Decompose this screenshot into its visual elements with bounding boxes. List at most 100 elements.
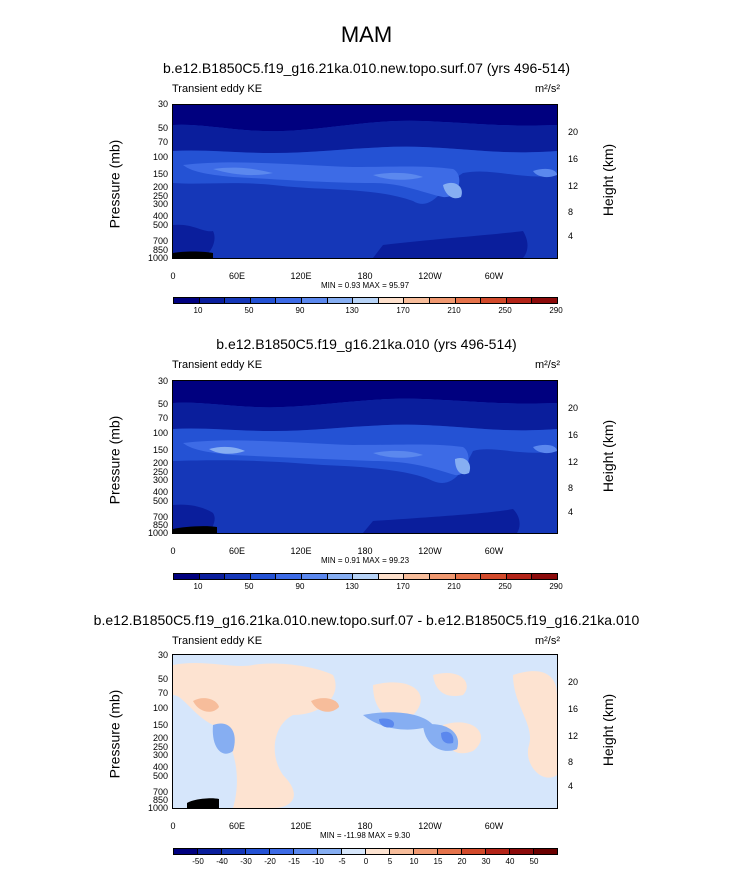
panel-2-field-label: Transient eddy KE [172,359,263,371]
colorbar-swatch [438,849,462,854]
p3-ytick-30: 30 [157,650,168,660]
panel-1-core-4 [443,182,462,199]
colorbar-swatch [404,298,430,303]
panel-1-y2-axis-title: Height (km) [600,143,617,217]
p3-ytick-250: 250 [152,742,168,752]
panel-3-colorbar [173,848,558,855]
panel-3-plot [172,654,558,809]
colorbar-swatch [174,574,200,579]
p2-htick-8: 8 [568,483,574,493]
colorbar-swatch [414,849,438,854]
panel-1-contour [173,105,557,258]
p2-cb-290: 290 [549,582,563,591]
colorbar-swatch [250,298,277,303]
p3-cb-0: 0 [363,857,369,866]
p3-cb-m20: -20 [264,857,276,866]
p2-cb-130: 130 [345,582,359,591]
colorbar-swatch [510,849,534,854]
colorbar-swatch [222,849,246,854]
panel-1-low-right [373,231,528,258]
colorbar-swatch [199,574,226,579]
panel-1-colorbar [173,297,558,304]
p1-ytick-250: 250 [152,191,168,201]
p3-htick-12: 12 [568,731,579,741]
p3-cb-30: 30 [481,857,491,866]
panel-1-y-axis-title: Pressure (mb) [106,139,123,229]
p2-ytick-500: 500 [152,496,168,506]
p1-xtick-120w: 120W [418,271,442,281]
p3-ytick-850: 850 [152,795,168,805]
colorbar-swatch [301,298,328,303]
p2-ytick-30: 30 [157,376,168,386]
colorbar-swatch [250,574,277,579]
panel-1-core-5 [533,168,557,178]
p3-cb-15: 15 [433,857,443,866]
p1-ytick-150: 150 [152,169,168,179]
colorbar-swatch [353,574,379,579]
panel-3-pos-7 [433,673,467,697]
p1-ytick-300: 300 [152,199,168,209]
panel-3-neg-5 [441,731,454,744]
p2-cb-250: 250 [498,582,512,591]
p2-ytick-400: 400 [152,487,168,497]
panel-3-contour [173,655,557,808]
panel-2-minmax: MIN = 0.91 MAX = 99.23 [320,556,410,565]
colorbar-swatch [198,849,222,854]
p3-cb-m10: -10 [312,857,324,866]
panel-3-y-axis-title: Pressure (mb) [106,689,123,779]
panel-3-subtitle: b.e12.B1850C5.f19_g16.21ka.010.new.topo.… [93,612,640,628]
panel-1-low-left [173,224,215,258]
colorbar-swatch [532,574,557,579]
panel-2-core-1 [183,440,469,476]
panel-2-y-axis-title: Pressure (mb) [106,415,123,505]
p1-cb-50: 50 [244,306,254,315]
panel-1-minmax: MIN = 0.93 MAX = 95.97 [320,281,410,290]
p3-xtick-180: 180 [357,821,373,831]
panel-3-field-label: Transient eddy KE [172,635,263,647]
p1-ytick-50: 50 [157,123,168,133]
p3-ytick-50: 50 [157,674,168,684]
colorbar-swatch [486,849,510,854]
figure-title: MAM [340,22,393,47]
p1-ytick-30: 30 [157,99,168,109]
p2-ytick-100: 100 [152,428,168,438]
p3-cb-m40: -40 [216,857,228,866]
p3-ytick-100: 100 [152,703,168,713]
panel-2-core-3 [373,450,423,458]
p2-ytick-50: 50 [157,399,168,409]
p1-cb-10: 10 [193,306,203,315]
colorbar-swatch [378,574,405,579]
colorbar-swatch [174,849,198,854]
p3-ytick-200: 200 [152,733,168,743]
panel-3-topo [187,798,219,808]
p3-xtick-120w: 120W [418,821,442,831]
p3-xtick-60e: 60E [228,821,245,831]
panel-1-subtitle: b.e12.B1850C5.f19_g16.21ka.010.new.topo.… [162,60,571,76]
panel-1-core-2 [213,167,273,176]
p3-ytick-700: 700 [152,787,168,797]
colorbar-swatch [225,574,251,579]
colorbar-swatch [455,298,482,303]
panel-1-units: m²/s² [534,83,560,95]
p1-ytick-850: 850 [152,245,168,255]
p3-cb-m50: -50 [192,857,204,866]
p2-ytick-850: 850 [152,520,168,530]
p3-cb-m30: -30 [240,857,252,866]
p1-xtick-60e: 60E [228,271,245,281]
colorbar-swatch [390,849,414,854]
p2-xtick-120w: 120W [418,546,442,556]
p2-ytick-150: 150 [152,445,168,455]
p1-ytick-70: 70 [157,137,168,147]
p2-xtick-60e: 60E [228,546,245,556]
colorbar-swatch [481,574,507,579]
colorbar-swatch [270,849,294,854]
colorbar-swatch [378,298,405,303]
colorbar-swatch [506,298,533,303]
p3-ytick-300: 300 [152,750,168,760]
panel-2-band-2 [173,398,557,431]
p3-htick-8: 8 [568,757,574,767]
p3-cb-50: 50 [529,857,539,866]
colorbar-swatch [327,574,354,579]
p2-ytick-70: 70 [157,413,168,423]
panel-2-core-5 [533,444,557,454]
